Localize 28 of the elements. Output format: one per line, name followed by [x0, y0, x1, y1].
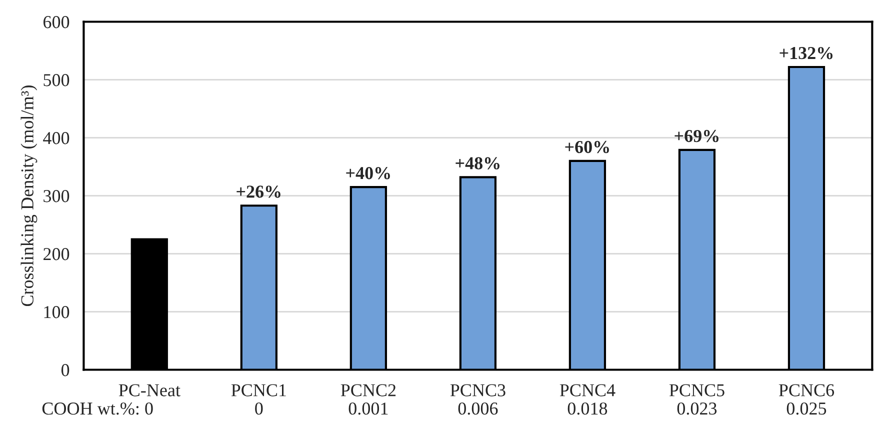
x-tick-label: PCNC1 — [231, 384, 286, 396]
x-tick-label: PCNC6 — [778, 384, 834, 396]
x-tick-label: PCNC4 — [560, 384, 616, 396]
text: 0.018 — [568, 402, 608, 415]
y-tick-label: 600 — [44, 16, 70, 28]
text: 0.006 — [458, 402, 498, 415]
text: 0.025 — [786, 402, 826, 415]
annotation: +60% — [565, 140, 609, 154]
y-axis-title: Crosslinking Density (mol/m³) — [20, 86, 38, 306]
x-tick-label: PCNC3 — [450, 384, 506, 396]
text: COOH wt.%: 0 — [42, 402, 153, 415]
y-tick-label: 100 — [44, 306, 70, 318]
y-tick-label: 400 — [43, 132, 70, 144]
annotation: +69% — [674, 130, 718, 142]
annotation: +40% — [346, 167, 390, 180]
x-tick-label: PCNC5 — [669, 384, 724, 396]
text: 0 — [255, 402, 263, 415]
y-tick-label: 0 — [61, 364, 70, 376]
annotation: +48% — [456, 157, 500, 170]
y-tick-label: 500 — [44, 74, 70, 86]
annotation: +132% — [780, 46, 833, 60]
text: 0.001 — [348, 402, 388, 415]
annotation: +26% — [236, 186, 280, 198]
x-tick-label: PC-Neat — [118, 384, 180, 396]
text: 0.023 — [677, 402, 717, 415]
y-tick-label: 200 — [44, 248, 70, 260]
x-tick-label: PCNC2 — [340, 384, 396, 396]
y-tick-label: 300 — [44, 190, 70, 202]
